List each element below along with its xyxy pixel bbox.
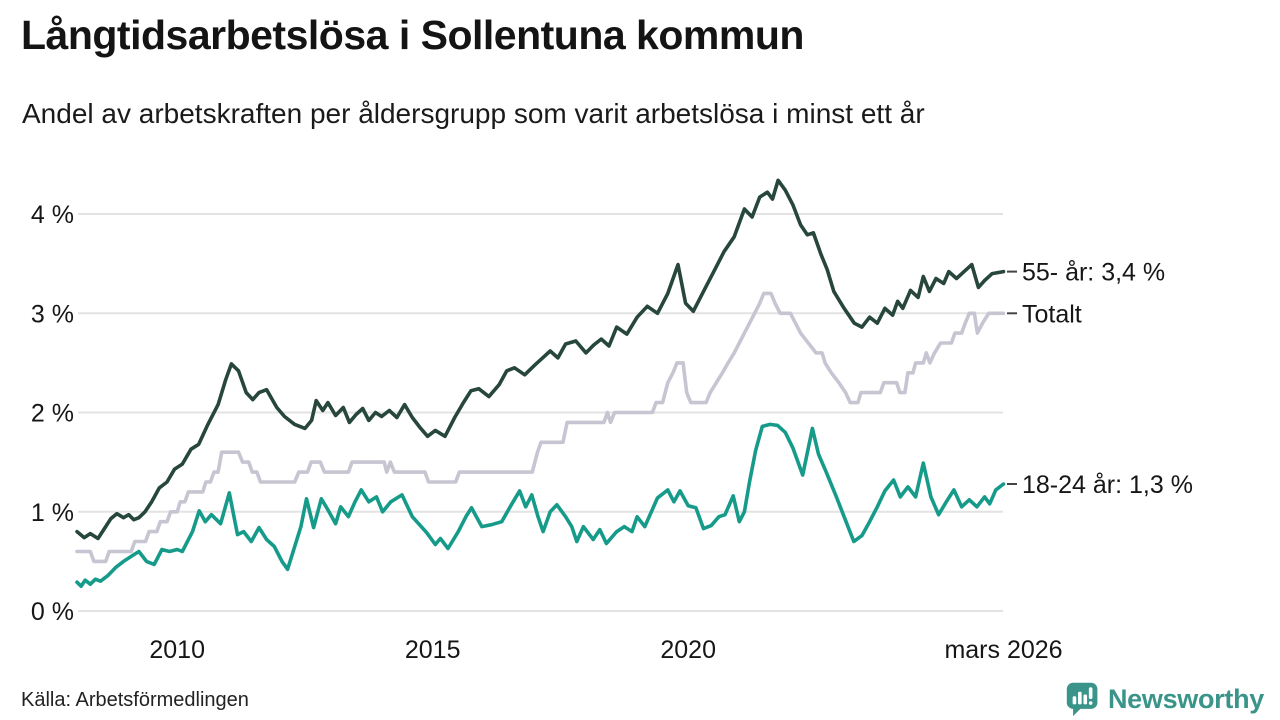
newsworthy-logo-text: Newsworthy bbox=[1107, 683, 1264, 714]
series-end-label: 18-24 år: 1,3 % bbox=[1022, 471, 1193, 499]
series-line-Totalt bbox=[75, 291, 1006, 564]
x-tick-label: 2015 bbox=[405, 636, 461, 664]
x-tick-label: 2010 bbox=[149, 636, 205, 664]
x-tick-label: mars 2026 bbox=[944, 636, 1062, 664]
y-tick-label: 0 % bbox=[31, 598, 74, 626]
series-end-label: Totalt bbox=[1022, 300, 1082, 328]
x-tick-label: 2020 bbox=[660, 636, 716, 664]
y-tick-label: 1 % bbox=[31, 499, 74, 527]
series-line-18-24 år bbox=[75, 422, 1006, 589]
source-note: Källa: Arbetsförmedlingen bbox=[21, 689, 249, 711]
y-tick-label: 2 % bbox=[31, 400, 74, 428]
chart-subtitle: Andel av arbetskraften per åldersgrupp s… bbox=[22, 98, 925, 129]
newsworthy-logo-icon bbox=[1066, 682, 1098, 717]
y-tick-label: 3 % bbox=[31, 300, 74, 328]
y-tick-label: 4 % bbox=[31, 201, 74, 229]
series-line-55- år bbox=[75, 178, 1006, 541]
series-end-label: 55- år: 3,4 % bbox=[1022, 259, 1165, 287]
newsworthy-logo: Newsworthy bbox=[1065, 681, 1264, 717]
page-title: Långtidsarbetslösa i Sollentuna kommun bbox=[21, 12, 804, 58]
